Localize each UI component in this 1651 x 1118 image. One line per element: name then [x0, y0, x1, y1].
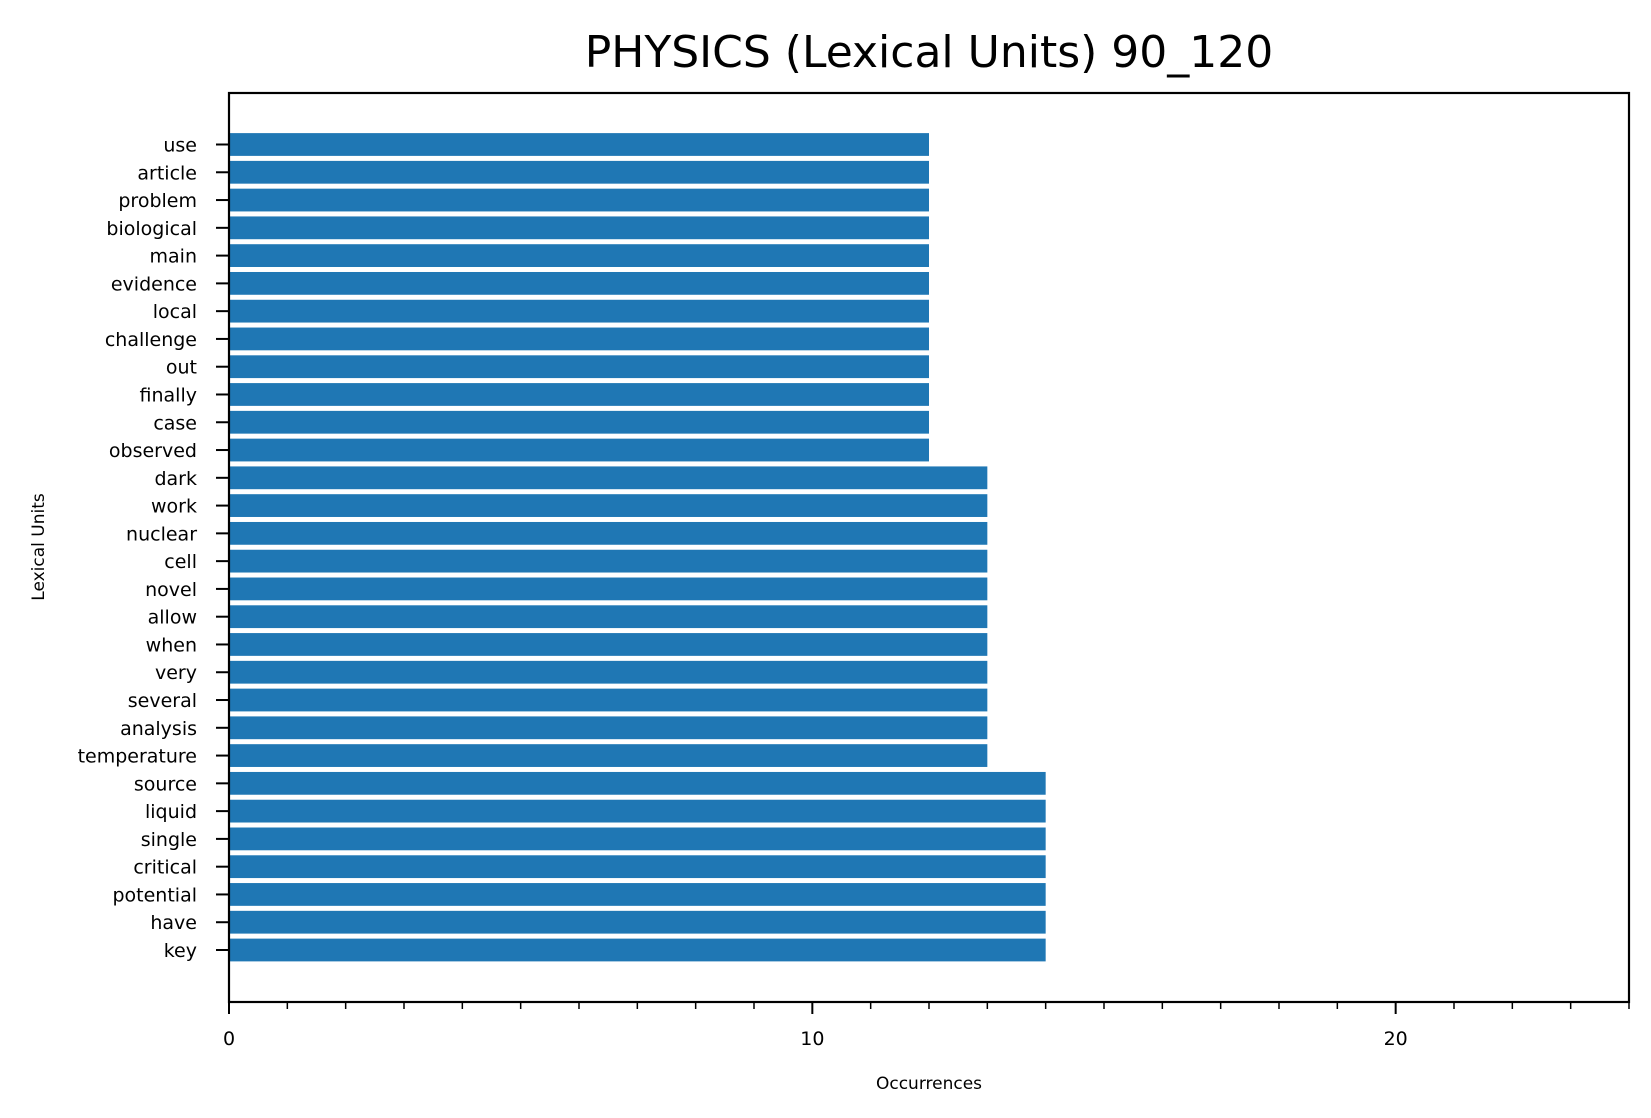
bar-local — [229, 299, 929, 323]
plot-area-frame — [227, 91, 1631, 1004]
bar-observed — [229, 438, 929, 462]
bar-cell — [229, 549, 988, 573]
y-tick-label: use — [163, 135, 197, 157]
y-tick-label: finally — [140, 384, 197, 406]
bar-single — [229, 827, 1046, 851]
bar-novel — [229, 577, 988, 601]
bar-have — [229, 910, 1046, 934]
bar-potential — [229, 883, 1046, 906]
y-tick-label: key — [164, 940, 197, 962]
y-tick-label: several — [128, 690, 197, 712]
x-axis-label: Occurrences — [876, 1074, 982, 1094]
bar-challenge — [229, 327, 929, 351]
bar-evidence — [229, 271, 929, 295]
x-tick-label: 0 — [223, 1028, 235, 1050]
y-tick-label: article — [137, 162, 197, 184]
bar-biological — [229, 216, 929, 240]
y-tick-label: very — [155, 662, 197, 684]
y-tick-label: main — [150, 246, 197, 268]
bar-problem — [229, 188, 929, 212]
y-tick-label: evidence — [111, 273, 197, 295]
y-tick-label: potential — [112, 884, 197, 906]
bar-use — [229, 133, 929, 156]
bar-main — [229, 244, 929, 267]
y-tick-label: case — [153, 412, 197, 434]
y-tick-label: critical — [133, 857, 197, 879]
chart-title: PHYSICS (Lexical Units) 90_120 — [585, 27, 1274, 78]
bar-dark — [229, 466, 988, 490]
bar-liquid — [229, 799, 1046, 823]
y-tick-label: have — [150, 912, 197, 934]
y-tick-label: biological — [106, 218, 197, 240]
y-tick-label: allow — [148, 607, 197, 629]
bar-when — [229, 633, 988, 656]
bar-critical — [229, 855, 1046, 879]
bar-source — [229, 771, 1046, 795]
bars-layer — [229, 133, 1046, 962]
bar-article — [229, 160, 929, 184]
bar-nuclear — [229, 521, 988, 545]
bar-case — [229, 410, 929, 434]
y-tick-label: local — [153, 301, 197, 323]
bar-several — [229, 688, 988, 712]
y-tick-label: challenge — [105, 329, 197, 351]
y-tick-label: liquid — [145, 801, 197, 823]
y-axis-ticks: use article problem biological main evidence l… — [78, 135, 229, 962]
x-tick-label: 20 — [1384, 1028, 1408, 1050]
y-tick-label: problem — [118, 190, 197, 212]
y-tick-label: temperature — [78, 746, 197, 768]
bar-key — [229, 938, 1046, 962]
y-tick-label: nuclear — [126, 523, 197, 545]
x-axis-ticks: 0 10 20 — [223, 1002, 1630, 1050]
y-tick-label: dark — [154, 468, 197, 490]
y-tick-label: source — [134, 773, 197, 795]
bar-allow — [229, 605, 988, 629]
y-tick-label: out — [166, 357, 197, 379]
y-tick-label: cell — [164, 551, 197, 573]
y-tick-label: novel — [145, 579, 197, 601]
y-tick-label: when — [146, 634, 197, 656]
y-tick-label: work — [151, 496, 197, 518]
bar-very — [229, 660, 988, 684]
y-axis-label: Lexical Units — [29, 493, 49, 601]
bar-finally — [229, 383, 929, 406]
y-tick-label: analysis — [120, 718, 197, 740]
bar-out — [229, 355, 929, 379]
x-tick-label: 10 — [800, 1028, 824, 1050]
y-tick-label: observed — [109, 440, 197, 462]
bar-temperature — [229, 744, 988, 767]
bar-analysis — [229, 716, 988, 740]
y-tick-label: single — [141, 829, 197, 851]
bar-work — [229, 494, 988, 517]
